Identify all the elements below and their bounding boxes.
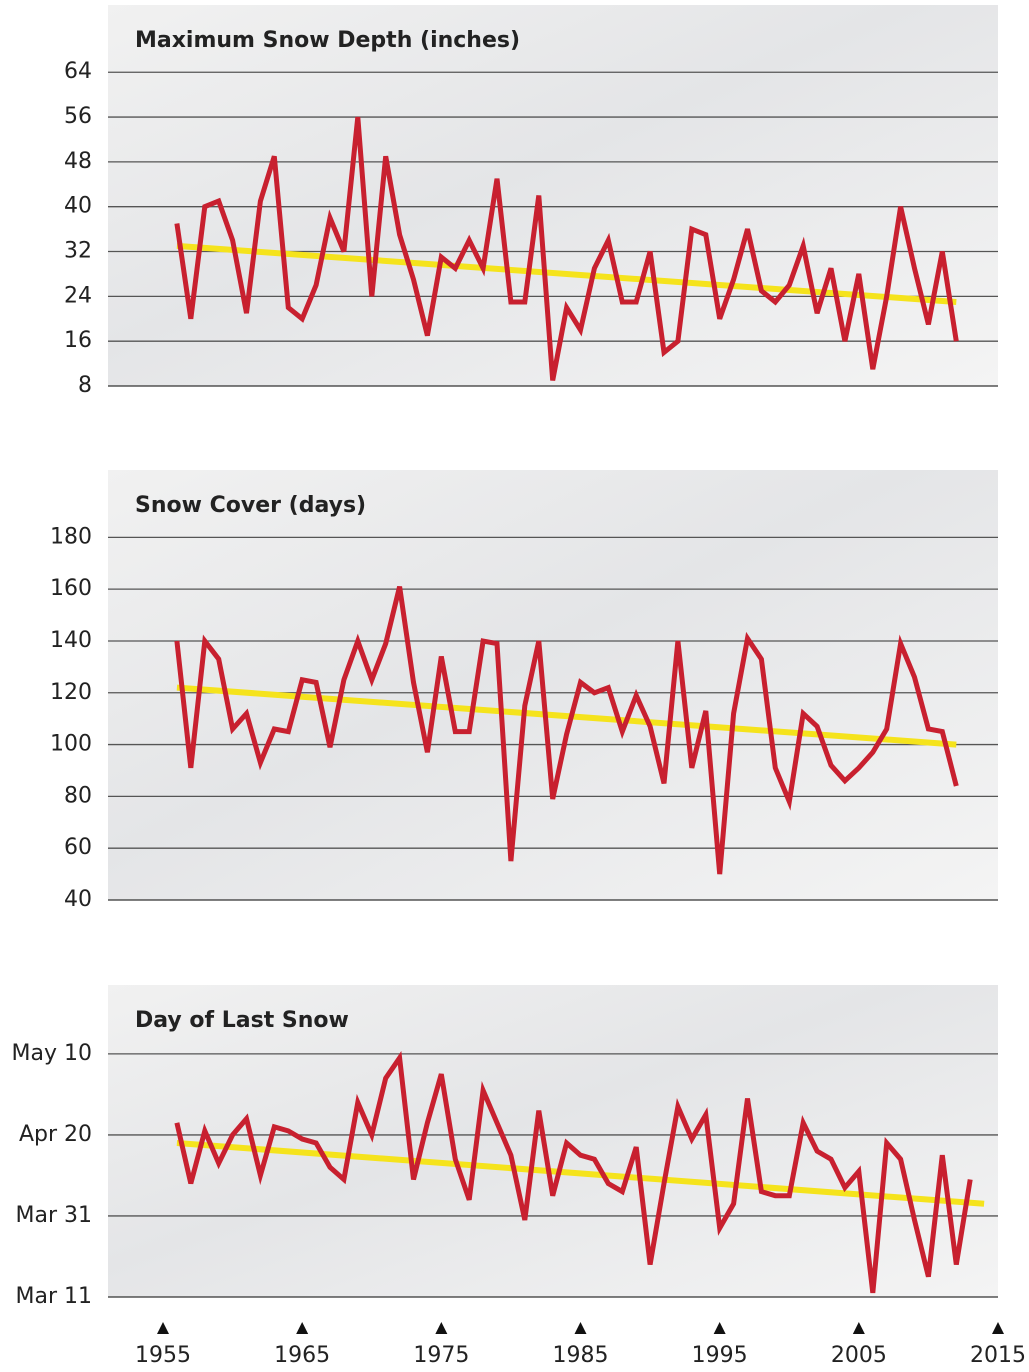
plot-background [108, 470, 998, 900]
y-tick-label: 140 [50, 628, 92, 653]
y-tick-label: 8 [78, 373, 92, 398]
y-tick-label: 120 [50, 680, 92, 705]
y-tick-label: 180 [50, 524, 92, 549]
x-tick-label: 1965 [274, 1343, 330, 1368]
x-tick-label: 2005 [831, 1343, 887, 1368]
chart: Maximum Snow Depth (inches) 8 16 24 32 40 48 56… [0, 0, 1029, 1372]
y-tick-label: 16 [64, 328, 92, 353]
y-tick-label: Mar 31 [16, 1203, 93, 1228]
y-tick-label: 32 [64, 239, 92, 264]
y-tick-label: 40 [64, 194, 92, 219]
y-tick-label: 100 [50, 732, 92, 757]
x-tick-mark [575, 1322, 587, 1334]
x-tick-mark [992, 1322, 1004, 1334]
y-tick-label: 80 [64, 783, 92, 808]
y-tick-label: 64 [64, 59, 92, 84]
chart-title: Maximum Snow Depth (inches) [135, 28, 520, 53]
chart-title: Snow Cover (days) [135, 493, 366, 518]
y-tick-label: 48 [64, 149, 92, 174]
y-tick-label: 160 [50, 576, 92, 601]
y-tick-label: 60 [64, 835, 92, 860]
x-tick-mark [714, 1322, 726, 1334]
x-tick-label: 1995 [692, 1343, 748, 1368]
y-tick-label: May 10 [12, 1041, 92, 1066]
x-tick-label: 1985 [553, 1343, 609, 1368]
y-tick-label: 56 [64, 104, 92, 129]
x-tick-label: 1955 [135, 1343, 191, 1368]
x-tick-mark [296, 1322, 308, 1334]
x-tick-label: 2015 [970, 1343, 1026, 1368]
chart-title: Day of Last Snow [135, 1008, 349, 1033]
x-tick-label: 1975 [413, 1343, 469, 1368]
y-tick-label: 40 [64, 887, 92, 912]
x-tick-mark [853, 1322, 865, 1334]
x-tick-mark [435, 1322, 447, 1334]
y-tick-label: Mar 11 [16, 1284, 93, 1309]
y-tick-label: 24 [64, 283, 92, 308]
x-tick-mark [157, 1322, 169, 1334]
y-tick-label: Apr 20 [19, 1122, 92, 1147]
